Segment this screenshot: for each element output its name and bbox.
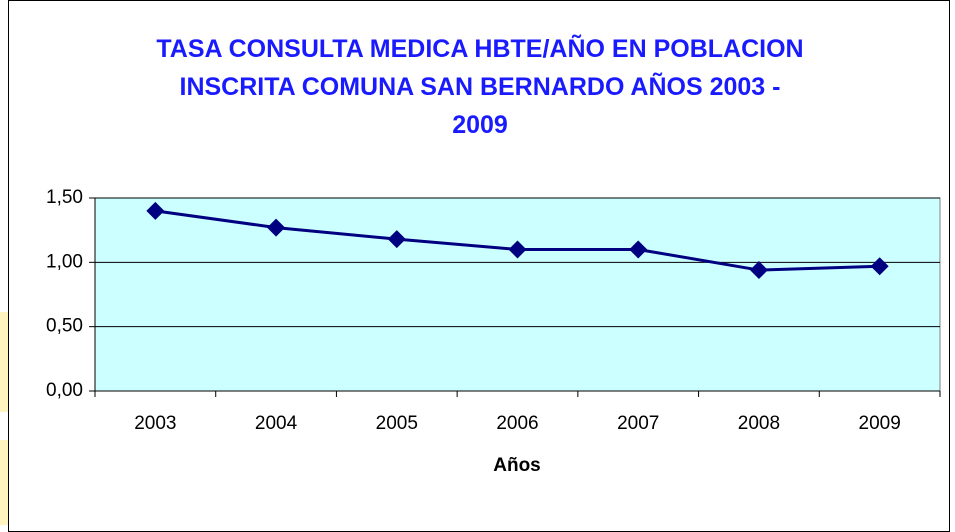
data-point <box>267 218 286 237</box>
plot-area <box>94 197 941 392</box>
x-tick-label: 2007 <box>617 413 659 434</box>
data-point <box>629 240 648 259</box>
data-point <box>508 240 527 259</box>
y-tick-label: 1,00 <box>46 251 83 272</box>
chart-title: TASA CONSULTA MEDICA HBTE/AÑO EN POBLACI… <box>156 35 804 139</box>
x-tick-label: 2005 <box>376 413 418 434</box>
data-point <box>749 261 768 280</box>
edge-strip <box>0 440 8 525</box>
data-point <box>146 201 165 220</box>
y-tick-label: 0,00 <box>46 380 83 401</box>
x-tick-label: 2004 <box>255 413 298 434</box>
x-tick-label: 2008 <box>738 413 780 434</box>
y-tick-label: 0,50 <box>46 316 83 337</box>
y-tick-label: 1,50 <box>46 187 83 208</box>
x-tick-label: 2006 <box>496 413 538 434</box>
x-tick-label: 2009 <box>859 413 901 434</box>
x-axis-title: Años <box>493 455 541 476</box>
data-point <box>387 230 406 249</box>
edge-strip <box>0 312 8 412</box>
x-tick-label: 2003 <box>134 413 176 434</box>
data-point <box>870 257 889 276</box>
